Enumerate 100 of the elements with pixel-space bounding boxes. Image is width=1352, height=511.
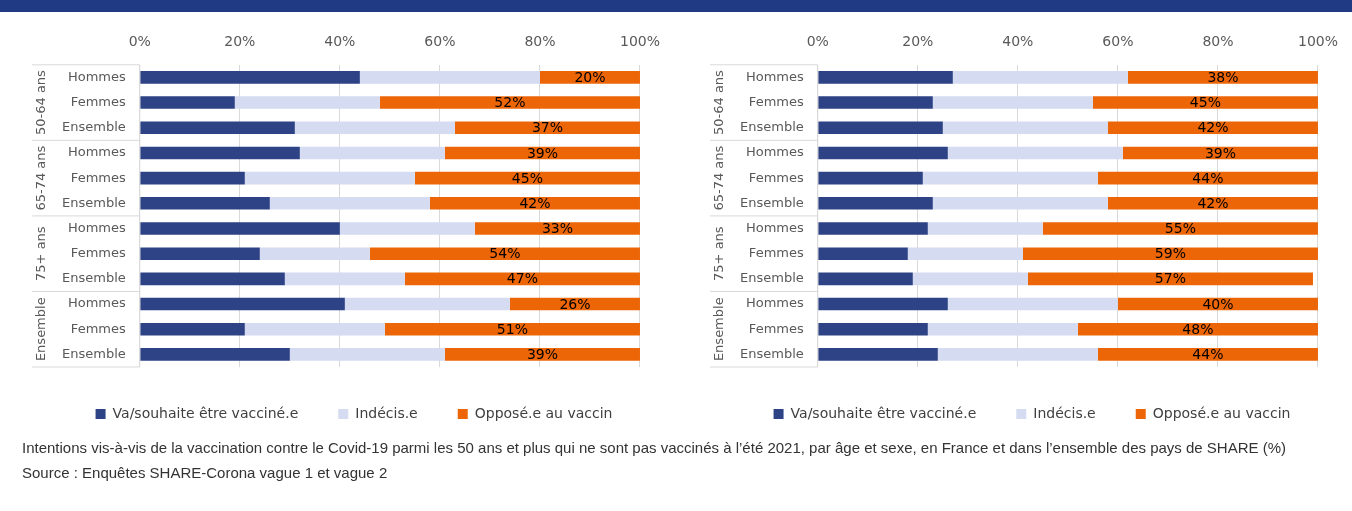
data-label: 42% xyxy=(1197,194,1229,211)
bar xyxy=(818,322,928,336)
data-label: 39% xyxy=(526,144,558,161)
bar xyxy=(140,297,345,311)
source-note: Source : Enquêtes SHARE-Corona vague 1 et vague 2 xyxy=(22,463,389,482)
x-tick-label: 0% xyxy=(806,33,829,50)
bar xyxy=(1107,197,1318,210)
x-tick-label: 80% xyxy=(524,33,556,50)
bar xyxy=(140,71,360,84)
bar xyxy=(1022,247,1318,260)
data-label: 47% xyxy=(506,270,538,287)
bar xyxy=(927,322,1078,336)
text: 65-74 ans xyxy=(33,145,49,211)
bar xyxy=(140,322,245,336)
y-tick-label: Femmes xyxy=(70,169,126,185)
bar xyxy=(947,297,1118,311)
bar xyxy=(259,247,370,260)
bar xyxy=(140,96,235,109)
x-tick-label: 60% xyxy=(424,33,456,50)
bar xyxy=(384,322,640,336)
x-tick-label: 0% xyxy=(128,33,151,50)
bar xyxy=(1092,96,1318,109)
y-tick-label: Femmes xyxy=(748,320,804,336)
x-tick-label: 100% xyxy=(1297,33,1338,50)
data-label: 57% xyxy=(1154,270,1186,287)
data-label: 38% xyxy=(1207,69,1239,86)
bar xyxy=(140,197,270,210)
data-label: 44% xyxy=(1192,346,1224,363)
data-label: 55% xyxy=(1164,220,1196,237)
y-tick-label: Ensemble xyxy=(740,345,804,361)
bar xyxy=(818,96,933,109)
bar xyxy=(1107,121,1318,135)
y-tick-label: Hommes xyxy=(67,144,126,160)
y-tick-label: Femmes xyxy=(748,93,804,109)
data-label: 37% xyxy=(531,119,564,136)
bar xyxy=(140,121,295,135)
bar xyxy=(339,222,475,235)
text: 75+ ans xyxy=(33,226,49,281)
y-tick-label: Hommes xyxy=(745,68,804,84)
bar xyxy=(289,348,445,361)
y-tick-label: Femmes xyxy=(70,93,126,109)
y-tick-label: Ensemble xyxy=(740,119,804,135)
x-tick-label: 60% xyxy=(1102,33,1134,50)
y-tick-label: Femmes xyxy=(748,245,804,261)
y-tick-label: Hommes xyxy=(67,68,126,84)
y-tick-label: Ensemble xyxy=(62,270,126,286)
bar xyxy=(244,322,385,336)
bar xyxy=(818,197,933,210)
data-label: 54% xyxy=(489,245,521,262)
x-tick-label: 100% xyxy=(619,33,660,50)
bar xyxy=(140,247,260,260)
bar xyxy=(269,197,430,210)
data-label: 39% xyxy=(1204,144,1236,161)
bar xyxy=(454,121,640,135)
bar xyxy=(818,222,928,235)
legend-label: Opposé.e au vaccin xyxy=(474,404,613,421)
bar xyxy=(932,197,1108,210)
bar xyxy=(1042,222,1318,235)
bar xyxy=(952,71,1128,84)
text: 65-74 ans xyxy=(711,145,727,211)
legend-label: Opposé.e au vaccin xyxy=(1152,404,1291,421)
y-tick-label: Ensemble xyxy=(62,194,126,210)
bar xyxy=(818,121,943,135)
x-tick-label: 20% xyxy=(224,33,256,50)
y-tick-label: Hommes xyxy=(745,219,804,235)
bar xyxy=(444,348,640,361)
bar xyxy=(244,171,415,185)
bar xyxy=(140,222,340,235)
data-label: 20% xyxy=(574,69,606,86)
bar xyxy=(932,96,1093,109)
legend-label: Va/souhaite être vacciné.e xyxy=(790,404,977,421)
text: 50-64 ans xyxy=(711,69,727,136)
y-tick-label: Hommes xyxy=(67,295,126,311)
data-label: 39% xyxy=(526,346,558,363)
bar xyxy=(1077,322,1318,336)
data-label: 44% xyxy=(1192,169,1224,186)
bar xyxy=(140,348,290,361)
bar xyxy=(818,247,908,260)
bar xyxy=(140,146,300,160)
text: 50-64 ans xyxy=(33,69,49,136)
bar xyxy=(937,348,1098,361)
y-tick-label: Ensemble xyxy=(740,270,804,286)
bar xyxy=(907,247,1023,260)
x-tick-label: 20% xyxy=(902,33,934,50)
bar xyxy=(140,272,285,286)
bar xyxy=(818,272,913,286)
data-label: 45% xyxy=(511,169,543,186)
bar xyxy=(284,272,405,286)
data-label: 51% xyxy=(496,320,528,337)
data-label: 33% xyxy=(541,220,574,237)
x-tick-label: 40% xyxy=(324,33,356,50)
text: Intentions vis-à-vis de la vaccination contre le Covid-19 parmi les 50 ans et plus qui ne sont pas vaccinés à l’été 2021, par âge et sexe, en France et dans l’ensemble des pays de SHARE (%) xyxy=(22,438,1287,457)
data-label: 52% xyxy=(494,94,526,111)
data-label: 45% xyxy=(1189,94,1221,111)
bar xyxy=(1127,71,1318,84)
bar xyxy=(359,71,540,84)
data-label: 42% xyxy=(1197,119,1229,136)
bar xyxy=(379,96,640,109)
text: 75+ ans xyxy=(711,226,727,281)
x-tick-label: 40% xyxy=(1002,33,1034,50)
